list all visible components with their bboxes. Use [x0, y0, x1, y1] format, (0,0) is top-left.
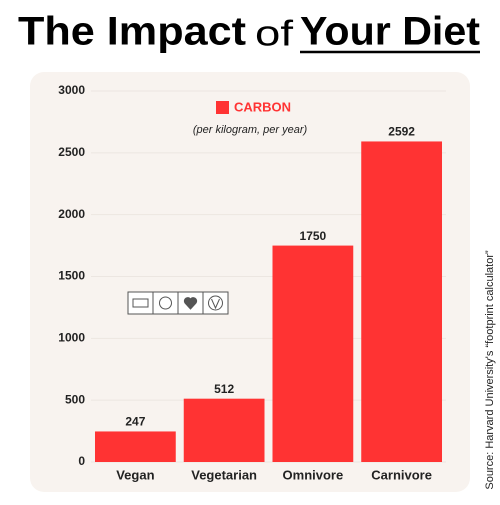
y-tick-label: 0 [78, 454, 85, 468]
y-tick-label: 2000 [58, 207, 85, 221]
source: Source: Harvard University's “footprint … [484, 250, 496, 490]
y-tick-label: 1500 [58, 269, 85, 283]
bar [94, 431, 176, 462]
value-label: 247 [125, 415, 145, 429]
value-label: 1750 [300, 229, 327, 243]
y-tick-label: 2500 [58, 145, 85, 159]
icons [127, 291, 229, 315]
x-tick-label: Vegan [116, 467, 154, 482]
x-tick-label: Vegetarian [191, 467, 257, 482]
title-part: The Impact [18, 10, 246, 54]
legend-label: CARBON [234, 99, 291, 114]
title-part: Your Diet [300, 10, 480, 54]
panel [30, 72, 470, 492]
title-part: of [255, 13, 294, 54]
bar [183, 398, 265, 462]
x-tick-label: Carnivore [371, 467, 432, 482]
y-tick-label: 3000 [58, 83, 85, 97]
subtitle: (per kilogram, per year) [193, 124, 308, 136]
y-tick-label: 500 [65, 392, 85, 406]
x-tick-label: Omnivore [283, 467, 344, 482]
value-label: 2592 [388, 125, 415, 139]
bar [361, 141, 443, 462]
legend-swatch [216, 101, 229, 114]
value-label: 512 [214, 382, 234, 396]
bar [272, 245, 354, 462]
y-tick-label: 1000 [58, 331, 85, 345]
